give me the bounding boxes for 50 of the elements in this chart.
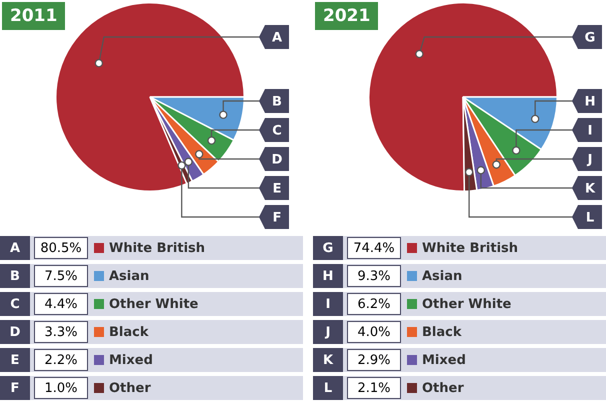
text: H	[313, 264, 343, 288]
text: C	[272, 123, 282, 138]
text: B	[0, 264, 30, 288]
data-label: 2.1%	[347, 377, 401, 399]
legend-label: Other	[422, 380, 464, 396]
legend-label: Black	[422, 324, 462, 340]
legend-label: Other	[109, 380, 151, 396]
legend-label: White British	[422, 240, 518, 256]
text: A	[272, 30, 282, 46]
data-label: 3.3%	[34, 321, 88, 343]
data-label: 2.9%	[347, 349, 401, 371]
legend-label: Other White	[109, 296, 198, 312]
data-label: 4.0%	[347, 321, 401, 343]
text: E	[272, 181, 282, 196]
text: D	[0, 320, 30, 344]
data-label: 1.0%	[34, 377, 88, 399]
text: J	[313, 320, 343, 344]
data-label: 2.2%	[34, 349, 88, 371]
data-label: 7.5%	[34, 265, 88, 287]
data-label: 6.2%	[347, 293, 401, 315]
legend-label: Other White	[422, 296, 512, 312]
chart-title: 2011	[2, 2, 66, 30]
chart-title: 2021	[315, 2, 378, 30]
text: L	[586, 210, 594, 226]
text: C	[0, 292, 30, 316]
text: D	[272, 152, 282, 168]
legend-label: Mixed	[422, 352, 466, 368]
text: L	[313, 376, 343, 400]
text: H	[584, 94, 596, 110]
data-label: 9.3%	[347, 265, 401, 287]
text: K	[313, 348, 343, 372]
text: F	[0, 376, 30, 400]
text: A	[0, 236, 30, 260]
text: F	[272, 210, 282, 226]
legend-label: Asian	[422, 268, 462, 284]
legend-label: Black	[109, 324, 148, 340]
data-label: 4.4%	[34, 293, 88, 315]
text: G	[313, 236, 343, 260]
data-label: 74.4%	[347, 237, 401, 259]
legend-label: White British	[109, 240, 206, 256]
text: G	[584, 30, 596, 46]
text: E	[0, 348, 30, 372]
text: I	[588, 123, 592, 138]
legend-label: Asian	[109, 268, 150, 284]
data-label: 80.5%	[34, 237, 88, 259]
legend-label: Mixed	[109, 352, 153, 368]
text: I	[313, 292, 343, 316]
text: K	[584, 181, 596, 196]
text: B	[272, 94, 282, 110]
text: J	[588, 152, 592, 168]
